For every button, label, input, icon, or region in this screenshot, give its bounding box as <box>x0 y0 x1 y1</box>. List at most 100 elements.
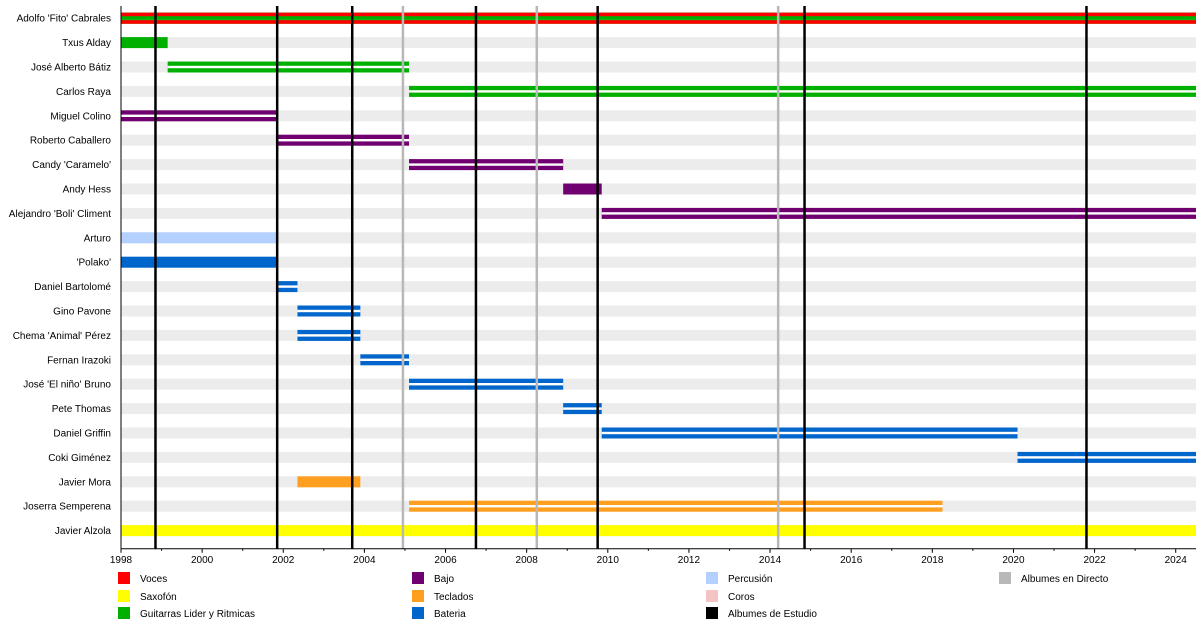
bar-stripe-miguel-colino-0 <box>121 114 278 117</box>
row-stripe-jose-alberto-batiz <box>121 61 1196 73</box>
bar-stripe-roberto-caballero-0 <box>277 139 410 142</box>
x-tick-label-2018: 2018 <box>921 555 944 566</box>
legend-swatch-albumes-de-estudio <box>706 607 718 619</box>
member-label-pete-thomas: Pete Thomas <box>52 404 111 415</box>
legend-label-guitarras-lider-y-ritmicas: Guitarras Lider y Ritmicas <box>140 609 255 620</box>
member-label-coki-gimenez: Coki Giménez <box>48 453 111 464</box>
member-label-carlos-raya: Carlos Raya <box>56 87 111 98</box>
bar-fito-guitar-stripe <box>121 17 1196 20</box>
member-label-polako: 'Polako' <box>77 258 111 269</box>
bar-stripe-joserra-semperena-0 <box>409 505 943 508</box>
legend-swatch-guitarras-lider-y-ritmicas <box>118 607 130 619</box>
legend-label-percusion: Percusión <box>728 574 772 585</box>
member-label-jose-alberto-batiz: José Alberto Bátiz <box>31 63 111 74</box>
bar-andy-hess-0 <box>563 183 602 195</box>
x-tick-label-2024: 2024 <box>1165 555 1188 566</box>
bar-stripe-candy-caramelo-0 <box>409 163 564 166</box>
row-stripe-fernan-irazoki <box>121 354 1196 366</box>
member-label-javier-mora: Javier Mora <box>59 477 112 488</box>
legend-swatch-teclados <box>412 590 424 602</box>
bar-javier-alzola-0 <box>121 525 1196 537</box>
bar-stripe-alejandro-boli-climent-0 <box>601 212 1196 215</box>
x-tick-label-2012: 2012 <box>678 555 701 566</box>
row-stripe-daniel-bartolome <box>121 281 1196 293</box>
x-tick-label-2014: 2014 <box>759 555 782 566</box>
x-tick-label-2016: 2016 <box>840 555 863 566</box>
legend-label-teclados: Teclados <box>434 592 473 603</box>
member-label-daniel-bartolome: Daniel Bartolomé <box>34 282 111 293</box>
x-tick-label-2004: 2004 <box>353 555 376 566</box>
bar-stripe-jose-alberto-batiz-0 <box>167 65 410 69</box>
row-stripe-arturo <box>121 232 1196 244</box>
member-label-javier-alzola: Javier Alzola <box>55 526 112 537</box>
row-stripe-txus-alday <box>121 37 1196 49</box>
member-label-fernan-irazoki: Fernan Irazoki <box>47 355 111 366</box>
bar-javier-mora-0 <box>297 476 361 488</box>
member-label-chema-animal-perez: Chema 'Animal' Pérez <box>13 331 111 342</box>
bar-stripe-daniel-bartolome-0 <box>277 285 298 288</box>
bar-stripe-pete-thomas-0 <box>563 407 602 410</box>
member-label-daniel-griffin: Daniel Griffin <box>53 429 111 440</box>
row-stripe-pete-thomas <box>121 403 1196 415</box>
album-lines <box>154 6 1088 549</box>
row-stripe-gino-pavone <box>121 305 1196 317</box>
legend-swatch-bateria <box>412 607 424 619</box>
x-tick-label-2022: 2022 <box>1083 555 1106 566</box>
row-stripe-candy-caramelo <box>121 159 1196 171</box>
member-label-adolfo-fito-cabrales: Adolfo 'Fito' Cabrales <box>17 14 111 25</box>
member-label-arturo: Arturo <box>84 233 112 244</box>
bar-fito-voces-top <box>121 12 1196 17</box>
member-label-txus-alday: Txus Alday <box>62 38 111 49</box>
bar-stripe-fernan-irazoki-0 <box>360 358 410 361</box>
x-tick-label-1998: 1998 <box>110 555 133 566</box>
member-labels: Adolfo 'Fito' Cabrales Txus Alday José Alb… <box>9 14 112 537</box>
legend-swatch-voces <box>118 572 130 584</box>
legend-label-albumes-de-estudio: Albumes de Estudio <box>728 609 817 620</box>
member-label-candy-caramelo: Candy 'Caramelo' <box>32 160 111 171</box>
member-label-alejandro-boli-climent: Alejandro 'Boli' Climent <box>9 209 111 220</box>
member-label-miguel-colino: Miguel Colino <box>50 111 111 122</box>
bar-stripe-coki-gimenez-0 <box>1017 456 1196 459</box>
x-tick-label-2006: 2006 <box>434 555 457 566</box>
bar-stripe-carlos-raya-0 <box>409 90 1196 93</box>
legend-label-coros: Coros <box>728 592 755 603</box>
x-tick-label-2000: 2000 <box>191 555 214 566</box>
legend-label-bajo: Bajo <box>434 574 454 585</box>
bar-polako-0 <box>121 256 278 268</box>
row-stripe-chema-animal-perez <box>121 329 1196 341</box>
row-stripe-miguel-colino <box>121 110 1196 122</box>
member-label-jose-el-nino-bruno: José 'El niño' Bruno <box>23 380 111 391</box>
row-stripe-jose-el-nino-bruno <box>121 378 1196 390</box>
bar-fito-voces-bottom <box>121 20 1196 24</box>
bar-stripe-daniel-griffin-0 <box>601 431 1018 435</box>
legend-swatch-albumes-en-directo <box>999 572 1011 584</box>
row-stripe-javier-mora <box>121 476 1196 488</box>
member-bars <box>121 12 1196 537</box>
bar-stripe-chema-animal-perez-0 <box>297 334 361 337</box>
x-tick-label-2020: 2020 <box>1002 555 1025 566</box>
member-label-gino-pavone: Gino Pavone <box>53 307 111 318</box>
row-stripe-andy-hess <box>121 183 1196 195</box>
member-label-andy-hess: Andy Hess <box>63 185 111 196</box>
row-stripe-roberto-caballero <box>121 134 1196 146</box>
legend-swatch-coros <box>706 590 718 602</box>
x-tick-label-2002: 2002 <box>272 555 295 566</box>
legend-label-voces: Voces <box>140 574 167 585</box>
legend-label-bateria: Bateria <box>434 609 466 620</box>
legend-swatch-saxofon <box>118 590 130 602</box>
legend-label-saxofon: Saxofón <box>140 592 177 603</box>
x-axis: 1998 2000 2002 2004 2006 2008 2010 2012 2014 2016… <box>110 6 1196 566</box>
row-stripe-polako <box>121 256 1196 268</box>
bar-stripe-jose-el-nino-bruno-0 <box>409 383 564 386</box>
legend: Voces Saxofón Guitarras Lider y Ritmicas Ba… <box>118 572 1109 620</box>
member-label-joserra-semperena: Joserra Semperena <box>23 502 111 513</box>
x-tick-label-2008: 2008 <box>516 555 539 566</box>
legend-label-albumes-en-directo: Albumes en Directo <box>1021 574 1109 585</box>
x-tick-label-2010: 2010 <box>597 555 620 566</box>
member-label-roberto-caballero: Roberto Caballero <box>30 136 112 147</box>
bar-txus-alday-0 <box>121 37 168 49</box>
bar-stripe-gino-pavone-0 <box>297 309 361 313</box>
bar-arturo-0 <box>121 232 278 244</box>
